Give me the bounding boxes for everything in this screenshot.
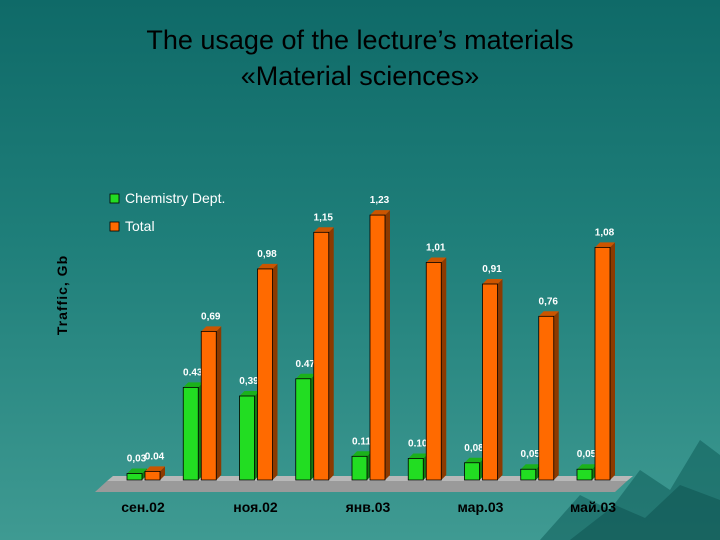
bar-total-4 <box>369 214 386 481</box>
bar-total-3 <box>313 231 330 481</box>
data-label-total-8: 1,08 <box>595 227 615 238</box>
bar-total-7-side <box>553 311 559 480</box>
data-label-chemistry-0: 0,03 <box>127 454 147 465</box>
bar-total-6-top <box>482 279 503 284</box>
bar-total-4-top <box>370 210 390 216</box>
chart-title-line1: The usage of the lecture’s materials <box>146 25 574 55</box>
data-label-chemistry-1: 0.43 <box>183 367 203 378</box>
data-label-chemistry-8: 0,05 <box>577 449 597 460</box>
bar-total-2-top <box>257 263 278 269</box>
legend-swatch-chemistry <box>109 193 120 204</box>
data-label-total-3: 1,15 <box>314 212 334 223</box>
bar-chemistry-4 <box>351 455 368 481</box>
bar-chemistry-8-top <box>577 464 597 470</box>
bar-total-8-top <box>595 242 615 248</box>
bar-chemistry-0 <box>126 473 143 481</box>
data-label-total-7: 0,76 <box>539 296 559 307</box>
bar-total-4-side <box>385 210 390 481</box>
bar-total-0-top <box>145 466 165 472</box>
bar-total-1-side <box>216 326 222 480</box>
bar-total-2 <box>257 268 273 481</box>
bar-total-3-side <box>328 227 334 480</box>
bar-total-7 <box>538 315 555 481</box>
legend-label-total: Total <box>125 218 155 234</box>
data-label-chemistry-7: 0,05 <box>521 449 541 460</box>
legend-label-chemistry: Chemistry Dept. <box>125 190 225 206</box>
bar-chemistry-3-top <box>295 373 316 379</box>
bar-chemistry-4-top <box>352 451 372 457</box>
bar-total-7-top <box>538 311 559 317</box>
bar-chemistry-6-top <box>464 457 485 463</box>
bar-chemistry-5 <box>407 458 424 481</box>
data-label-total-1: 0,69 <box>201 311 221 322</box>
mountain-decoration <box>540 440 720 540</box>
bar-chemistry-8 <box>576 468 593 481</box>
bar-chemistry-0-top <box>127 468 147 474</box>
data-label-chemistry-3: 0.47 <box>296 359 316 370</box>
legend-swatch-total <box>109 221 120 232</box>
data-label-chemistry-2: 0,39 <box>239 376 259 387</box>
bar-chemistry-2 <box>239 395 255 481</box>
bar-total-3-top <box>313 227 334 233</box>
data-label-total-6: 0,91 <box>482 264 502 275</box>
data-label-total-5: 1,01 <box>426 242 446 253</box>
x-tick-label-6: мар.03 <box>458 499 504 515</box>
bar-total-6-side <box>497 279 503 480</box>
bar-total-2-side <box>272 263 278 480</box>
bar-chemistry-3 <box>295 378 312 481</box>
x-tick-label-0: сен.02 <box>121 499 165 515</box>
bar-chemistry-7 <box>520 468 537 481</box>
bar-total-6 <box>482 283 498 481</box>
bar-chemistry-7-top <box>520 464 541 470</box>
bar-total-0 <box>144 470 161 481</box>
data-label-total-0: 0.04 <box>145 451 165 462</box>
bar-total-1-top <box>201 326 222 332</box>
bar-total-8-side <box>610 242 615 480</box>
x-tick-label-4: янв.03 <box>346 499 391 515</box>
bar-chemistry-1-top <box>183 382 204 388</box>
bar-chemistry-2-top <box>239 391 260 396</box>
data-label-total-2: 0,98 <box>257 249 277 260</box>
bar-total-5-top <box>426 257 447 263</box>
chart-floor <box>95 481 627 492</box>
x-tick-label-8: май.03 <box>570 499 616 515</box>
bar-chemistry-5-top <box>408 453 429 459</box>
chart-title-line2: «Material sciences» <box>240 61 480 91</box>
data-label-total-4: 1,23 <box>370 195 390 206</box>
data-label-chemistry-5: 0.10 <box>408 438 428 449</box>
data-label-chemistry-6: 0,08 <box>464 443 484 454</box>
bar-total-5-side <box>441 257 447 480</box>
bar-chemistry-1 <box>182 386 199 481</box>
data-label-chemistry-4: 0.11 <box>352 436 371 447</box>
bar-total-8 <box>594 246 611 481</box>
chart-title: The usage of the lecture’s materials «Ma… <box>0 22 720 94</box>
bar-total-0-side <box>160 466 165 480</box>
bar-chemistry-6 <box>464 462 480 481</box>
bar-total-5 <box>425 262 442 481</box>
bar-total-1 <box>200 330 217 481</box>
x-tick-label-2: ноя.02 <box>233 499 278 515</box>
